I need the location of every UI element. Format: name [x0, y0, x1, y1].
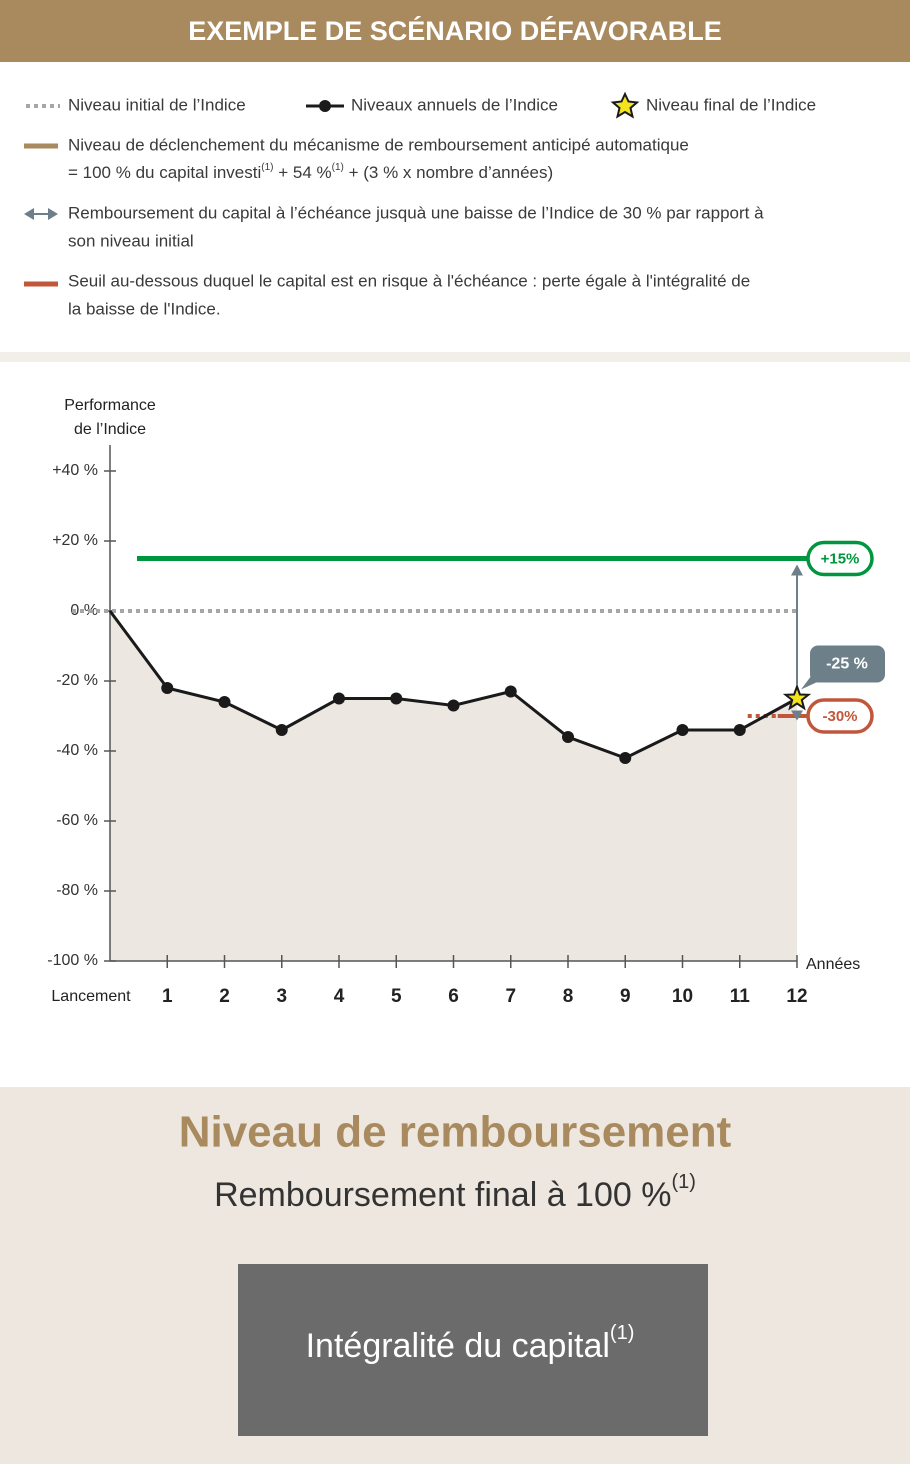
y-tick-label: +20 % — [52, 532, 98, 549]
legend-text: Remboursement du capital à l’échéance ju… — [68, 203, 764, 222]
superscript: (1) — [332, 162, 344, 173]
x-tick-label: 5 — [391, 986, 402, 1007]
text-part: Remboursement final à 100 % — [214, 1176, 671, 1214]
data-point — [447, 699, 460, 712]
legend-text: la baisse de l'Indice. — [68, 299, 221, 318]
legend-text: Seuil au-dessous duquel le capital est e… — [68, 271, 750, 290]
legend-text: Niveau final de l’Indice — [646, 95, 816, 114]
result-box — [238, 1264, 708, 1436]
data-point — [333, 692, 345, 705]
y-axis-title: Performance — [64, 397, 156, 414]
legend-symbol — [24, 208, 34, 220]
legend-text: Niveau initial de l’Indice — [68, 95, 246, 114]
legend-symbol — [319, 100, 331, 112]
level-badge — [806, 540, 874, 577]
x-tick-label: Lancement — [51, 988, 131, 1005]
level-badge — [806, 698, 874, 734]
text-part: + 54 % — [274, 163, 332, 182]
level-label: -30% — [822, 708, 857, 725]
result-subtitle: Remboursement final à 100 %(1) — [214, 1171, 696, 1214]
x-tick-label: 2 — [219, 986, 230, 1007]
arrow-head — [791, 564, 803, 576]
callout — [810, 645, 885, 683]
data-point — [562, 731, 574, 743]
y-tick-label: -80 % — [56, 882, 98, 899]
x-axis-title: Années — [806, 956, 860, 973]
y-tick-label: +40 % — [52, 462, 98, 479]
superscript: (1) — [261, 162, 273, 173]
y-tick-label: 0 % — [70, 602, 98, 619]
x-tick-label: 8 — [563, 986, 574, 1007]
separator — [0, 352, 910, 362]
legend-text: = 100 % du capital investi(1) + 54 %(1) … — [68, 162, 553, 183]
value-label: -25 % — [826, 656, 868, 673]
x-tick-label: 1 — [162, 986, 173, 1007]
final-star — [782, 683, 812, 711]
x-tick-label: 11 — [730, 986, 751, 1007]
legend-text: son niveau initial — [68, 231, 194, 250]
data-point — [275, 724, 288, 736]
area-fill — [110, 611, 797, 961]
y-tick-label: -40 % — [56, 742, 98, 759]
data-point — [504, 685, 517, 698]
text-part: Intégralité du capital — [306, 1327, 610, 1365]
y-tick-label: -60 % — [56, 812, 98, 829]
data-point — [619, 752, 632, 764]
superscript: (1) — [610, 1322, 634, 1344]
x-tick-label: 12 — [786, 986, 807, 1007]
result-box-text: Intégralité du capital(1) — [306, 1322, 635, 1365]
level-label: +15% — [821, 550, 860, 567]
legend-symbol — [48, 208, 58, 220]
data-point — [161, 682, 174, 694]
x-tick-label: 6 — [448, 986, 459, 1007]
text-part: = 100 % du capital investi — [68, 163, 261, 182]
text-part: + (3 % x nombre d’années) — [344, 163, 553, 182]
x-tick-label: 4 — [334, 986, 345, 1007]
legend-text: Niveaux annuels de l’Indice — [351, 95, 558, 114]
data-point — [676, 724, 689, 736]
data-point — [733, 724, 746, 736]
y-tick-label: -20 % — [56, 672, 98, 689]
x-tick-label: 9 — [620, 986, 631, 1007]
x-tick-label: 3 — [276, 986, 287, 1007]
data-point — [390, 692, 403, 705]
data-point — [218, 696, 231, 708]
legend-symbol — [610, 91, 640, 119]
arrow-head — [791, 710, 803, 721]
header-band — [0, 0, 910, 62]
y-tick-label: -100 % — [47, 952, 98, 969]
superscript: (1) — [671, 1171, 695, 1193]
x-tick-label: 7 — [505, 986, 516, 1007]
x-tick-label: 10 — [672, 986, 693, 1007]
y-axis-title: de l’Indice — [74, 421, 146, 438]
result-title: Niveau de remboursement — [179, 1108, 732, 1157]
legend-text: Niveau de déclenchement du mécanisme de … — [68, 135, 689, 154]
header-title: EXEMPLE DE SCÉNARIO DÉFAVORABLE — [188, 15, 722, 46]
